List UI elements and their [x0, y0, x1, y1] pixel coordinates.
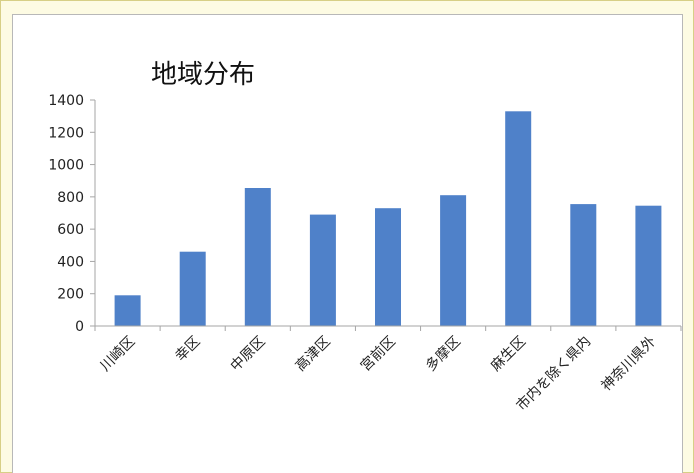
bar-5	[375, 208, 401, 326]
y-tick-label: 0	[75, 319, 84, 335]
chart-title: 地域分布	[151, 60, 255, 90]
category-label: 麻生区	[488, 334, 529, 375]
bar-9	[635, 205, 662, 326]
category-label: 中原区	[228, 334, 269, 375]
bar-3	[244, 188, 271, 326]
category-label: 幸区	[172, 334, 203, 365]
y-tick-label: 1400	[48, 93, 84, 109]
y-tick-label: 1000	[48, 158, 84, 174]
y-tick-label: 1200	[48, 125, 84, 141]
category-label: 高津区	[292, 333, 334, 375]
y-tick-label: 400	[57, 254, 84, 270]
bar-4	[309, 214, 336, 326]
bar-6	[440, 195, 467, 326]
y-tick-label: 600	[57, 222, 84, 238]
y-tick-label: 200	[57, 287, 84, 303]
category-label: 多摩区	[422, 333, 464, 375]
bar-8	[570, 204, 597, 326]
y-tick-label: 800	[57, 190, 84, 206]
category-label: 神奈川県外	[598, 334, 659, 395]
y-axis-ticks: 0 200 400 600 800 1000 1200 1400	[48, 93, 95, 335]
chart-area: 地域分布 0 200 400 600 800 1000 1200 1400 川崎区 幸区 中原区高…	[12, 14, 683, 473]
bars	[114, 111, 662, 326]
category-label: 川崎区	[97, 334, 138, 375]
axes	[94, 100, 682, 331]
bar-7	[505, 111, 532, 326]
bar-chart: 地域分布 0 200 400 600 800 1000 1200 1400 川崎区 幸区 中原区高…	[48, 60, 682, 414]
bar-1	[114, 295, 141, 326]
bar-2	[179, 251, 206, 326]
category-label: 宮前区	[357, 333, 399, 375]
